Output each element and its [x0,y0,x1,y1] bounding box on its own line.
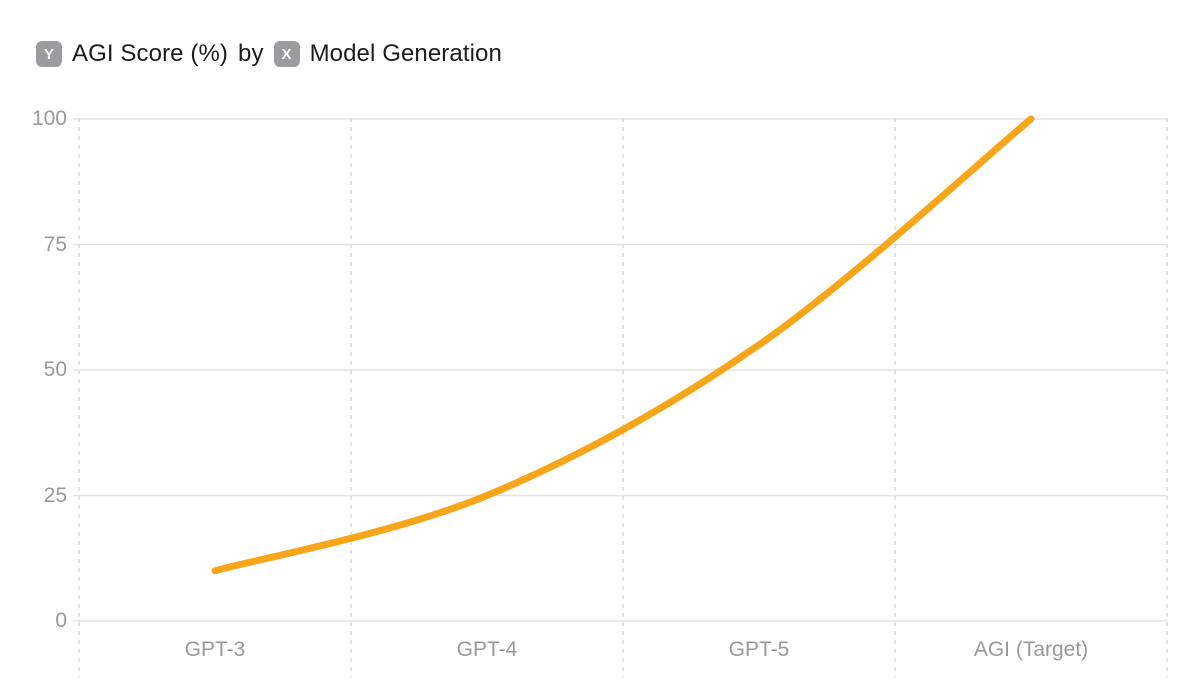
y-axis-tick-label: 75 [43,232,67,256]
x-axis-category-label: GPT-4 [456,638,518,661]
y-axis-tick-label: 25 [43,483,67,507]
x-axis-badge: X [273,41,300,67]
chart-title: Y AGI Score (%) by X Model Generation [36,40,502,68]
title-connector-text: by [238,40,264,67]
x-axis-category-label: AGI (Target) [973,638,1089,661]
agi-score-line-series [211,115,1035,575]
y-axis-tick-label: 100 [31,107,67,130]
y-axis-title-text: AGI Score (%) [72,40,228,67]
x-axis-category-label: GPT-3 [184,638,246,661]
y-axis-tick-label: 50 [43,358,67,381]
x-axis-title-text: Model Generation [309,40,502,67]
y-axis-badge: Y [36,41,62,67]
y-axis-tick-label: 0 [55,609,67,632]
x-axis-category-label: GPT-5 [728,638,790,661]
